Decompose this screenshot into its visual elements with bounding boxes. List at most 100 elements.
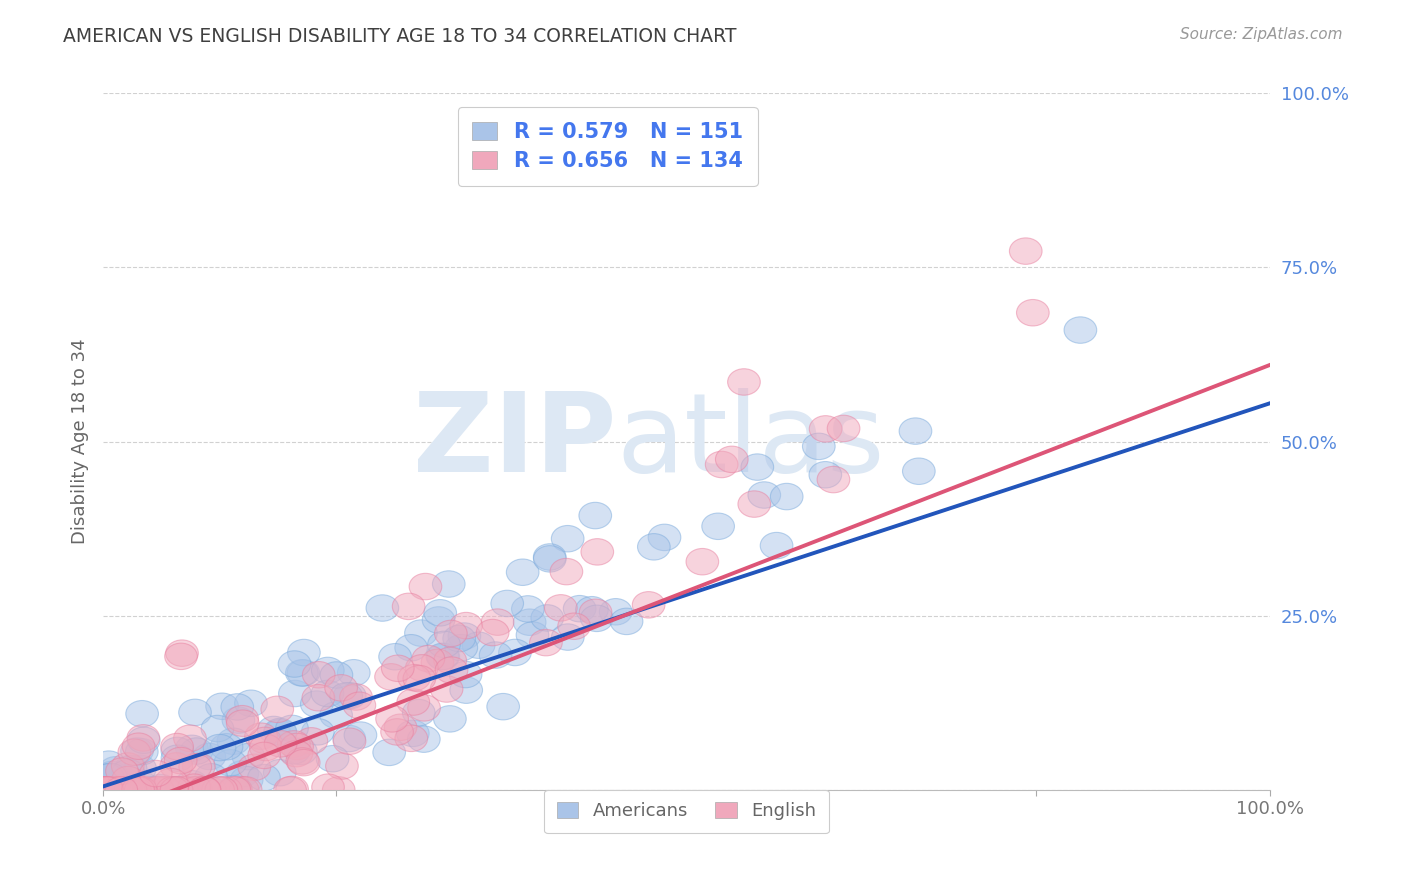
Ellipse shape — [103, 777, 135, 803]
Ellipse shape — [274, 777, 307, 803]
Ellipse shape — [430, 676, 463, 702]
Ellipse shape — [193, 743, 225, 770]
Ellipse shape — [301, 719, 335, 745]
Ellipse shape — [280, 740, 312, 767]
Ellipse shape — [127, 777, 159, 803]
Ellipse shape — [581, 605, 613, 632]
Ellipse shape — [281, 733, 314, 760]
Ellipse shape — [550, 558, 582, 585]
Ellipse shape — [375, 706, 408, 732]
Ellipse shape — [118, 777, 152, 803]
Ellipse shape — [127, 724, 160, 751]
Ellipse shape — [898, 417, 932, 444]
Ellipse shape — [183, 753, 215, 780]
Ellipse shape — [205, 777, 238, 803]
Ellipse shape — [105, 758, 138, 784]
Text: ZIP: ZIP — [413, 388, 616, 495]
Text: atlas: atlas — [616, 388, 884, 495]
Ellipse shape — [160, 753, 193, 780]
Ellipse shape — [91, 777, 124, 803]
Ellipse shape — [186, 777, 219, 803]
Ellipse shape — [249, 727, 281, 754]
Ellipse shape — [827, 415, 860, 442]
Ellipse shape — [117, 777, 150, 803]
Ellipse shape — [433, 571, 465, 598]
Ellipse shape — [463, 632, 495, 658]
Ellipse shape — [91, 777, 124, 803]
Ellipse shape — [599, 599, 633, 625]
Ellipse shape — [444, 634, 478, 661]
Ellipse shape — [302, 684, 335, 711]
Ellipse shape — [311, 681, 344, 706]
Y-axis label: Disability Age 18 to 34: Disability Age 18 to 34 — [72, 339, 89, 544]
Ellipse shape — [1064, 317, 1097, 343]
Ellipse shape — [165, 643, 197, 670]
Ellipse shape — [124, 777, 157, 803]
Ellipse shape — [201, 715, 233, 742]
Ellipse shape — [105, 777, 138, 803]
Ellipse shape — [111, 777, 143, 803]
Ellipse shape — [160, 777, 193, 803]
Ellipse shape — [375, 664, 408, 690]
Ellipse shape — [139, 760, 172, 787]
Ellipse shape — [238, 754, 270, 780]
Ellipse shape — [91, 764, 124, 790]
Ellipse shape — [111, 777, 143, 803]
Ellipse shape — [97, 777, 129, 803]
Ellipse shape — [284, 739, 318, 764]
Ellipse shape — [176, 771, 208, 797]
Ellipse shape — [165, 747, 197, 773]
Ellipse shape — [575, 597, 609, 623]
Ellipse shape — [188, 777, 221, 803]
Ellipse shape — [128, 727, 160, 754]
Ellipse shape — [516, 622, 548, 648]
Ellipse shape — [104, 775, 136, 802]
Ellipse shape — [412, 646, 444, 672]
Ellipse shape — [337, 659, 370, 686]
Ellipse shape — [214, 749, 246, 776]
Ellipse shape — [111, 753, 143, 780]
Ellipse shape — [105, 777, 138, 803]
Ellipse shape — [716, 446, 748, 473]
Ellipse shape — [384, 714, 416, 740]
Ellipse shape — [579, 502, 612, 529]
Ellipse shape — [152, 777, 186, 803]
Ellipse shape — [122, 770, 156, 797]
Ellipse shape — [333, 682, 366, 709]
Ellipse shape — [491, 591, 523, 616]
Ellipse shape — [166, 777, 198, 803]
Ellipse shape — [125, 777, 157, 803]
Ellipse shape — [343, 692, 375, 718]
Ellipse shape — [262, 696, 294, 723]
Ellipse shape — [276, 715, 308, 741]
Ellipse shape — [257, 716, 290, 743]
Ellipse shape — [402, 699, 434, 726]
Ellipse shape — [103, 777, 135, 803]
Ellipse shape — [89, 777, 121, 803]
Ellipse shape — [122, 733, 155, 759]
Ellipse shape — [124, 777, 156, 803]
Ellipse shape — [330, 682, 363, 709]
Ellipse shape — [533, 546, 567, 572]
Ellipse shape — [180, 738, 212, 764]
Ellipse shape — [122, 777, 155, 803]
Ellipse shape — [434, 648, 467, 673]
Legend: Americans, English: Americans, English — [544, 789, 830, 833]
Ellipse shape — [105, 777, 138, 803]
Ellipse shape — [112, 766, 145, 793]
Ellipse shape — [160, 733, 194, 760]
Ellipse shape — [100, 777, 132, 803]
Ellipse shape — [803, 434, 835, 459]
Ellipse shape — [761, 533, 793, 559]
Ellipse shape — [381, 719, 413, 745]
Ellipse shape — [579, 599, 612, 625]
Ellipse shape — [149, 777, 181, 803]
Ellipse shape — [481, 609, 513, 635]
Ellipse shape — [90, 777, 122, 803]
Ellipse shape — [201, 777, 235, 803]
Ellipse shape — [89, 777, 121, 803]
Ellipse shape — [396, 720, 429, 747]
Ellipse shape — [91, 777, 125, 803]
Ellipse shape — [276, 776, 308, 803]
Ellipse shape — [112, 759, 145, 786]
